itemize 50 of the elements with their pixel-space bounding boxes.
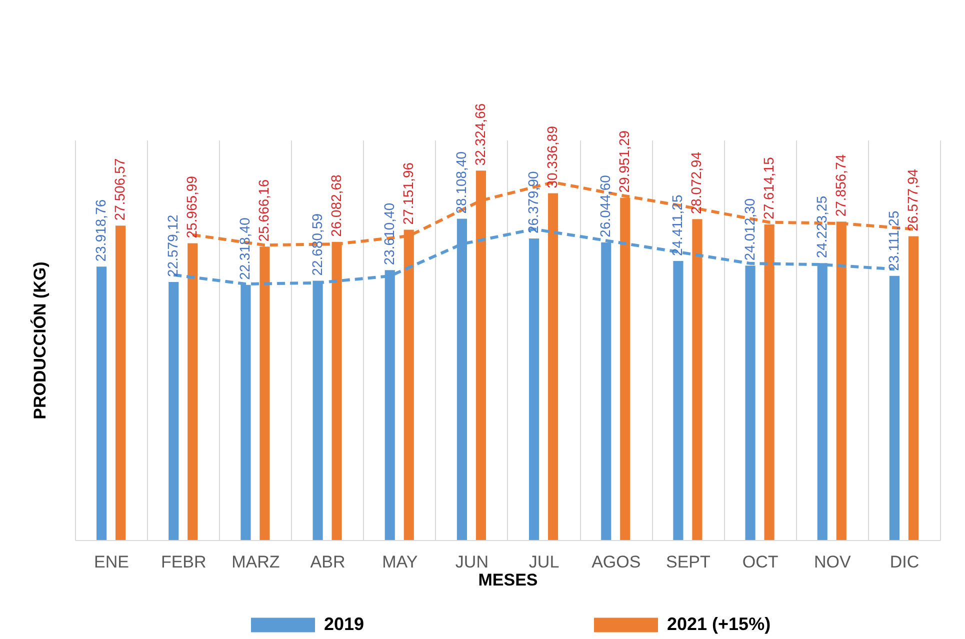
data-label: 23.111,25: [885, 210, 902, 271]
x-tick-label: NOV: [814, 552, 852, 572]
x-tick-label: MAY: [382, 552, 418, 572]
data-label: 29.951,29: [616, 130, 632, 193]
data-label: 27.151,96: [400, 162, 416, 225]
data-label: 25.666,16: [256, 179, 272, 242]
data-label: 22.579,12: [164, 214, 181, 277]
data-label: 28.072,94: [688, 152, 704, 214]
bar: [548, 193, 558, 540]
data-label: 26.044,60: [597, 174, 614, 238]
bar: [673, 261, 684, 540]
data-label: 22.318,40: [236, 217, 253, 280]
data-label: 26.379,90: [525, 171, 542, 234]
data-label: 25.965,99: [184, 176, 200, 238]
data-label: 24.411,25: [669, 194, 686, 256]
x-tick-label: FEBR: [160, 552, 206, 572]
bar: [692, 219, 702, 540]
data-label: 26.577,94: [904, 168, 920, 232]
data-label: 28.108,40: [452, 151, 469, 214]
data-label: 24.012,30: [741, 198, 758, 261]
bar: [116, 226, 126, 540]
x-tick-label: AGOS: [592, 552, 641, 572]
x-tick-label: MARZ: [232, 552, 280, 572]
bar: [188, 243, 198, 540]
data-label: 24.223,25: [813, 196, 830, 258]
bar: [889, 276, 900, 540]
x-tick-label: ENE: [94, 552, 130, 572]
x-tick-label: OCT: [742, 552, 778, 572]
bar: [529, 238, 540, 540]
data-label: 23.610,40: [380, 202, 397, 266]
legend-label: 2021 (+15%): [667, 614, 771, 634]
x-tick-label: SEPT: [666, 552, 710, 572]
x-tick-label: JUL: [528, 552, 560, 572]
x-tick-label: ABR: [310, 552, 346, 572]
bar: [96, 266, 107, 540]
x-tick-label: DIC: [890, 552, 920, 572]
bar: [908, 236, 918, 540]
y-axis-title: PRODUCCIÓN (KG): [30, 262, 50, 420]
x-tick-label: JUN: [455, 552, 488, 572]
bar: [168, 282, 179, 540]
x-axis-title: MESES: [478, 570, 538, 590]
data-label: 27.614,15: [760, 156, 776, 220]
data-label: 27.856,74: [832, 154, 848, 217]
data-label: 26.082,68: [328, 174, 344, 237]
data-label: 23.918,76: [92, 199, 109, 262]
data-label: 22.680,59: [308, 213, 325, 276]
data-label: 32.324,66: [472, 103, 488, 166]
data-label: 27.506,57: [112, 158, 128, 221]
legend-label: 2019: [324, 614, 364, 634]
data-label: 30.336,89: [544, 126, 560, 188]
